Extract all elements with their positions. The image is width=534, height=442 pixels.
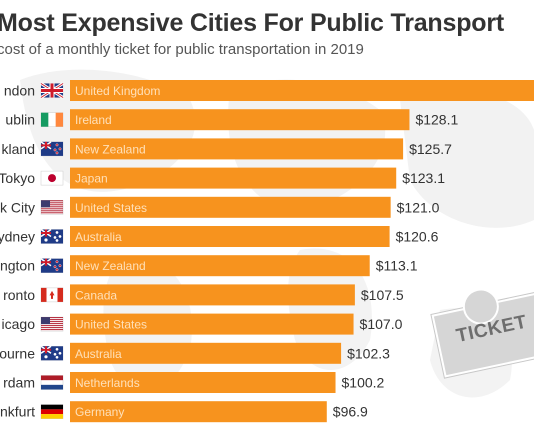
australia-flag bbox=[40, 228, 64, 244]
bar-country-label: Australia bbox=[75, 347, 122, 361]
value-label: $100.2 bbox=[342, 375, 385, 391]
uk-flag bbox=[40, 82, 64, 99]
value-label: $120.6 bbox=[396, 229, 439, 245]
japan-flag bbox=[40, 170, 64, 186]
value-label: $123.1 bbox=[402, 170, 445, 186]
new-zealand-flag bbox=[40, 141, 64, 157]
bar bbox=[70, 284, 355, 306]
bar bbox=[70, 313, 354, 335]
ireland-flag bbox=[40, 112, 64, 127]
bar bbox=[70, 196, 391, 218]
city-label: ngton bbox=[0, 258, 35, 274]
usa-flag bbox=[40, 316, 64, 332]
bar-country-label: Canada bbox=[75, 288, 117, 302]
bar-country-label: United States bbox=[75, 318, 147, 332]
city-label: ydney bbox=[0, 229, 35, 245]
bar-country-label: Ireland bbox=[75, 113, 112, 127]
new-zealand-flag bbox=[40, 258, 64, 273]
bar bbox=[70, 372, 336, 393]
bar bbox=[70, 255, 370, 277]
bar bbox=[70, 138, 404, 160]
city-label: ndon bbox=[4, 83, 35, 99]
city-label: nkfurt bbox=[0, 404, 35, 420]
value-label: $102.3 bbox=[347, 345, 390, 361]
bar bbox=[70, 342, 342, 364]
city-label: k City bbox=[0, 199, 35, 215]
city-label: ronto bbox=[3, 287, 35, 303]
bar-country-label: Netherlands bbox=[75, 376, 140, 390]
chart-title: Most Expensive Cities For Public Transpo… bbox=[0, 9, 504, 37]
value-label: $125.7 bbox=[409, 141, 452, 157]
bar-country-label: Australia bbox=[75, 230, 122, 244]
value-label: $96.9 bbox=[333, 404, 368, 420]
city-label: ourne bbox=[0, 345, 35, 361]
germany-flag bbox=[40, 404, 64, 419]
canada-flag bbox=[40, 287, 64, 303]
bar-country-label: New Zealand bbox=[75, 259, 146, 273]
value-label: $121.0 bbox=[397, 199, 440, 215]
bar bbox=[70, 80, 534, 101]
bar bbox=[70, 109, 410, 131]
australia-flag bbox=[40, 345, 64, 361]
bar bbox=[70, 401, 327, 423]
value-label: $113.1 bbox=[376, 258, 418, 274]
value-label: $107.0 bbox=[360, 316, 403, 332]
city-label: ublin bbox=[5, 112, 35, 128]
bar-country-label: New Zealand bbox=[75, 142, 146, 156]
value-label: $128.1 bbox=[415, 112, 458, 128]
chart-subtitle: cost of a monthly ticket for public tran… bbox=[0, 41, 364, 58]
bar-country-label: United States bbox=[75, 201, 147, 215]
netherlands-flag bbox=[40, 375, 64, 390]
bar-country-label: United Kingdom bbox=[75, 84, 160, 98]
city-label: rdam bbox=[3, 375, 35, 391]
value-label: $107.5 bbox=[361, 287, 404, 303]
city-label: kland bbox=[2, 141, 35, 157]
city-label: icago bbox=[2, 316, 36, 332]
bar bbox=[70, 226, 390, 247]
bar bbox=[70, 167, 397, 189]
usa-flag bbox=[40, 200, 64, 215]
bar-country-label: Japan bbox=[75, 172, 108, 186]
city-label: Tokyo bbox=[0, 170, 35, 186]
bar-country-label: Germany bbox=[75, 405, 124, 419]
